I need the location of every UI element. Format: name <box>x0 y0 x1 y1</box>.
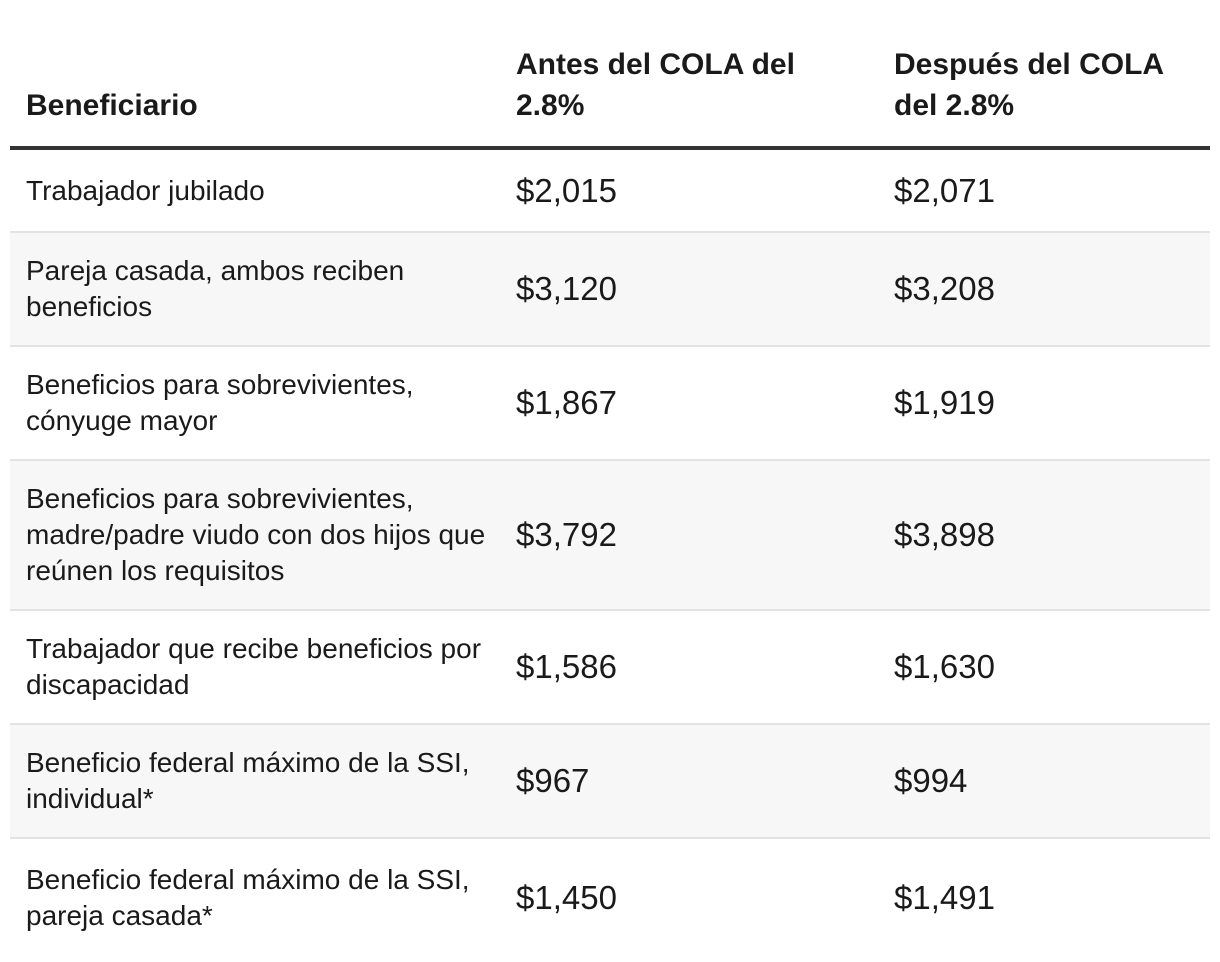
cell-after: $994 <box>878 724 1210 839</box>
cell-beneficiary: Beneficio federal máximo de la SSI, indi… <box>10 724 500 839</box>
cell-before: $3,120 <box>500 232 878 347</box>
cell-after: $3,208 <box>878 232 1210 347</box>
cell-beneficiary: Trabajador jubilado <box>10 148 500 233</box>
table-row: Trabajador jubilado $2,015 $2,071 <box>10 148 1210 233</box>
cell-before: $1,450 <box>516 878 617 916</box>
cell-after: $2,071 <box>878 148 1210 233</box>
table-header: Beneficiario Antes del COLA del 2.8% Des… <box>10 0 1210 150</box>
cell-before: $1,586 <box>500 610 878 725</box>
cell-after: $1,919 <box>878 346 1210 461</box>
table-row: Beneficios para sobrevivientes, madre/pa… <box>10 460 1210 611</box>
cell-after: $1,630 <box>878 610 1210 725</box>
cell-after: $1,491 <box>894 878 995 916</box>
cell-beneficiary: Beneficios para sobrevivientes, cónyuge … <box>10 346 500 461</box>
cell-before: $1,867 <box>500 346 878 461</box>
table-row: Beneficio federal máximo de la SSI, pare… <box>10 838 1210 956</box>
cell-beneficiary: Beneficio federal máximo de la SSI, pare… <box>26 863 470 931</box>
table-row: Beneficio federal máximo de la SSI, indi… <box>10 724 1210 839</box>
cell-before: $3,792 <box>500 460 878 611</box>
cell-before: $2,015 <box>500 148 878 233</box>
cell-before: $967 <box>500 724 878 839</box>
cell-after: $3,898 <box>878 460 1210 611</box>
header-before-cola: Antes del COLA del 2.8% <box>500 0 878 150</box>
cell-beneficiary: Beneficios para sobrevivientes, madre/pa… <box>10 460 500 611</box>
table-row: Beneficios para sobrevivientes, cónyuge … <box>10 346 1210 461</box>
cell-beneficiary: Trabajador que recibe beneficios por dis… <box>10 610 500 725</box>
table-row: Pareja casada, ambos reciben beneficios … <box>10 232 1210 347</box>
table-body: Trabajador jubilado $2,015 $2,071 Pareja… <box>10 148 1210 956</box>
header-beneficiary: Beneficiario <box>10 0 500 150</box>
cell-beneficiary: Pareja casada, ambos reciben beneficios <box>10 232 500 347</box>
benefits-table: Beneficiario Antes del COLA del 2.8% Des… <box>10 0 1210 956</box>
header-row: Beneficiario Antes del COLA del 2.8% Des… <box>10 0 1210 150</box>
header-after-cola: Después del COLA del 2.8% <box>878 0 1210 150</box>
table-row: Trabajador que recibe beneficios por dis… <box>10 610 1210 725</box>
benefits-table-container: Beneficiario Antes del COLA del 2.8% Des… <box>10 0 1210 956</box>
